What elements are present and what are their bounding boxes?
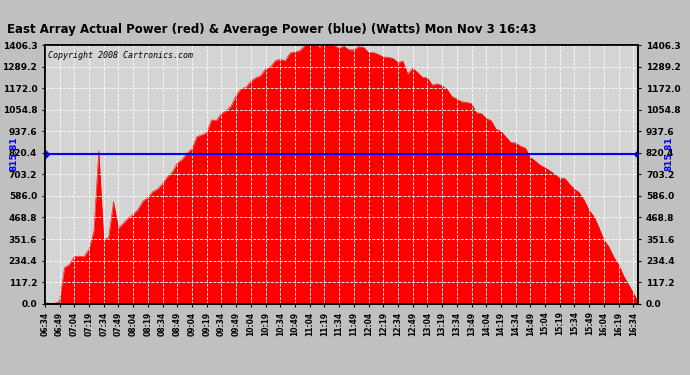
- Text: 815.81: 815.81: [9, 136, 19, 171]
- Text: East Array Actual Power (red) & Average Power (blue) (Watts) Mon Nov 3 16:43: East Array Actual Power (red) & Average …: [7, 23, 536, 36]
- Text: 815.81: 815.81: [664, 136, 674, 171]
- Text: Copyright 2008 Cartronics.com: Copyright 2008 Cartronics.com: [48, 51, 193, 60]
